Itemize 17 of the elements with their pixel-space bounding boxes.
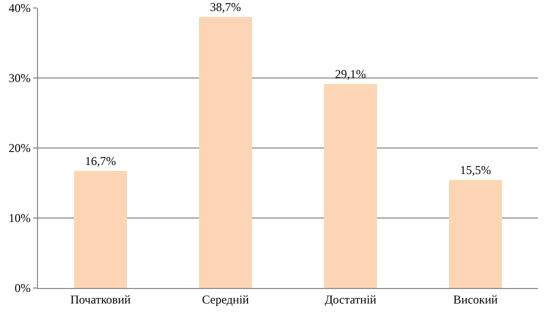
x-tick-label: Високий: [453, 292, 498, 306]
y-tick-label: 10%: [8, 211, 31, 226]
data-label: 15,5%: [460, 163, 491, 177]
bar: [74, 171, 127, 288]
x-tick-label: Середній: [202, 292, 250, 306]
data-label: 38,7%: [210, 0, 241, 14]
x-tick-label: Достатній: [324, 292, 377, 306]
y-tick-label: 20%: [8, 141, 31, 156]
y-tick-label: 0%: [14, 281, 31, 296]
y-tick-label: 30%: [8, 71, 31, 86]
bar: [324, 84, 377, 288]
bar: [199, 17, 252, 288]
bar: [449, 180, 502, 288]
x-tick-label: Початковий: [70, 292, 132, 306]
data-label: 29,1%: [335, 67, 366, 81]
y-tick-label: 40%: [8, 1, 31, 16]
data-label: 16,7%: [85, 154, 116, 168]
